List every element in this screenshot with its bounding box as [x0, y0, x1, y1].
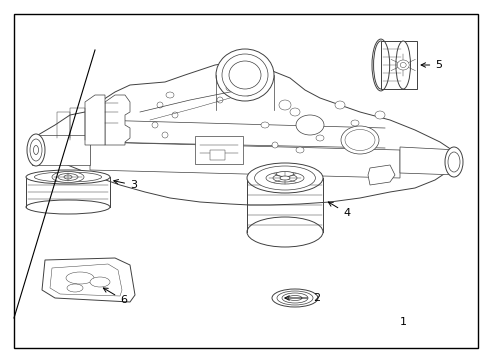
Ellipse shape [351, 120, 359, 126]
Ellipse shape [26, 200, 110, 214]
Ellipse shape [273, 174, 297, 182]
Polygon shape [90, 142, 400, 178]
Ellipse shape [261, 122, 269, 128]
Ellipse shape [266, 172, 304, 184]
Ellipse shape [296, 115, 324, 135]
Ellipse shape [226, 85, 234, 91]
Ellipse shape [222, 54, 268, 96]
Ellipse shape [157, 102, 163, 108]
Ellipse shape [255, 166, 316, 190]
Ellipse shape [172, 112, 178, 118]
Text: 1: 1 [400, 317, 407, 327]
Ellipse shape [33, 145, 39, 154]
Polygon shape [32, 62, 456, 205]
Ellipse shape [335, 101, 345, 109]
Bar [210, 150, 225, 160]
Ellipse shape [243, 88, 253, 96]
Ellipse shape [396, 41, 411, 89]
Text: 5: 5 [421, 60, 442, 70]
Ellipse shape [373, 41, 388, 89]
Ellipse shape [216, 49, 274, 101]
Polygon shape [42, 258, 135, 302]
Text: 3: 3 [114, 180, 137, 190]
Ellipse shape [90, 277, 110, 287]
Ellipse shape [276, 171, 294, 176]
Ellipse shape [52, 171, 84, 183]
Ellipse shape [247, 163, 323, 193]
Ellipse shape [280, 176, 290, 180]
Ellipse shape [375, 111, 385, 119]
Bar [195, 136, 243, 164]
Ellipse shape [448, 152, 460, 172]
Ellipse shape [34, 172, 101, 182]
Polygon shape [368, 165, 395, 185]
Polygon shape [32, 135, 90, 165]
Ellipse shape [30, 139, 42, 161]
Polygon shape [400, 147, 458, 175]
Ellipse shape [341, 126, 379, 154]
Text: 4: 4 [328, 202, 350, 218]
Polygon shape [105, 95, 130, 145]
Ellipse shape [277, 291, 313, 305]
Ellipse shape [345, 130, 375, 150]
Ellipse shape [152, 122, 158, 128]
Polygon shape [50, 264, 122, 296]
Ellipse shape [316, 135, 324, 141]
Ellipse shape [229, 61, 261, 89]
Ellipse shape [288, 296, 302, 301]
Ellipse shape [400, 63, 406, 68]
Ellipse shape [162, 132, 168, 138]
Polygon shape [85, 95, 105, 145]
Ellipse shape [445, 147, 463, 177]
Ellipse shape [296, 147, 304, 153]
Ellipse shape [26, 170, 110, 184]
Ellipse shape [166, 92, 174, 98]
Ellipse shape [282, 293, 308, 303]
Ellipse shape [58, 174, 78, 180]
Ellipse shape [64, 175, 72, 179]
Ellipse shape [272, 142, 278, 148]
Ellipse shape [247, 217, 323, 247]
Ellipse shape [217, 97, 223, 103]
Ellipse shape [290, 108, 300, 116]
Ellipse shape [397, 60, 409, 70]
Ellipse shape [27, 134, 45, 166]
Ellipse shape [66, 272, 94, 284]
Text: 6: 6 [103, 288, 127, 305]
Ellipse shape [272, 289, 318, 307]
Ellipse shape [279, 100, 291, 110]
Bar [381, 41, 417, 89]
Ellipse shape [67, 284, 83, 292]
Text: 2: 2 [285, 293, 320, 303]
